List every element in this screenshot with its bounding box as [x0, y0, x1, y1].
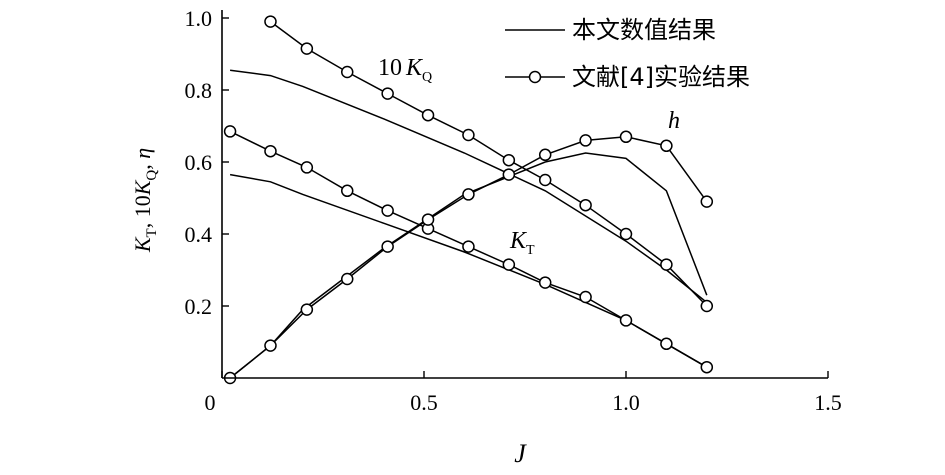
x-tick-label: 1.0: [612, 390, 640, 415]
data-point-KT: [462, 240, 475, 253]
data-point-eta: [381, 240, 394, 253]
legend-marker-experimental: [528, 70, 542, 84]
data-point-KT: [538, 276, 552, 289]
svg-text:KT, 10KQ, η: KT, 10KQ, η: [130, 148, 160, 253]
data-point-KT: [223, 125, 237, 138]
data-point-eta: [421, 213, 435, 226]
legend: 本文数值结果 文献[4]实验结果: [505, 16, 750, 91]
data-point-eta: [502, 168, 516, 181]
legend-label-numerical: 本文数值结果: [572, 16, 716, 44]
legend-label-experimental: 文献[4]实验结果: [572, 63, 750, 91]
data-point-KT: [502, 258, 516, 271]
x-tick-label: 0.5: [410, 390, 438, 415]
y-ticks: 0.2 0.4 0.6 0.8 1.0: [185, 6, 229, 319]
data-point-10KQ: [462, 128, 475, 142]
data-point-eta: [340, 272, 354, 286]
series-line-KT-line: [229, 173, 708, 368]
data-point-10KQ: [264, 15, 277, 28]
data-point-10KQ: [421, 108, 435, 122]
plot-area: [223, 15, 714, 385]
data-point-eta: [538, 148, 552, 162]
x-axis-title: J: [514, 439, 527, 468]
data-point-10KQ: [700, 299, 714, 313]
data-point-KT: [700, 360, 714, 374]
data-point-10KQ: [660, 258, 673, 271]
data-point-10KQ: [340, 65, 354, 79]
data-point-eta: [619, 130, 633, 144]
data-point-eta: [700, 195, 714, 208]
y-axis-title: KT, 10KQ, η: [130, 148, 160, 253]
data-point-eta: [462, 188, 475, 201]
data-point-10KQ: [300, 42, 314, 55]
data-point-KT: [579, 290, 592, 304]
data-point-KT: [340, 184, 354, 198]
data-point-10KQ: [619, 227, 633, 241]
data-point-KT: [264, 144, 277, 158]
data-point-KT: [381, 204, 394, 217]
data-point-eta: [660, 139, 673, 153]
data-point-eta: [300, 303, 314, 316]
y-tick-label: 0.6: [185, 150, 213, 175]
x-tick-label: 1.5: [814, 390, 842, 415]
data-point-eta: [579, 134, 592, 147]
y-tick-label: 0.2: [185, 294, 213, 319]
x-tick-label: 0: [205, 390, 216, 415]
data-point-KT: [300, 161, 314, 174]
data-point-10KQ: [381, 87, 394, 100]
data-point-10KQ: [579, 198, 592, 212]
data-point-KT: [660, 337, 673, 351]
label-kt: KT: [509, 228, 535, 258]
y-tick-label: 0.8: [185, 78, 213, 103]
y-tick-label: 1.0: [185, 6, 213, 31]
series-line-10KQ-line: [230, 69, 708, 303]
series-line-eta-line: [229, 152, 708, 379]
series-line-10KQ-line-circle: [270, 20, 708, 307]
data-point-10KQ: [502, 153, 516, 167]
y-tick-label: 0.4: [185, 222, 213, 247]
data-point-10KQ: [538, 173, 552, 187]
data-point-KT: [619, 314, 633, 327]
x-ticks: 0 0.5 1.0 1.5: [205, 371, 842, 415]
label-eta: h: [668, 108, 680, 134]
label-10kq: 10 KQ: [378, 55, 432, 85]
series-line-eta-line-circle: [229, 136, 708, 379]
data-point-eta: [264, 339, 277, 352]
